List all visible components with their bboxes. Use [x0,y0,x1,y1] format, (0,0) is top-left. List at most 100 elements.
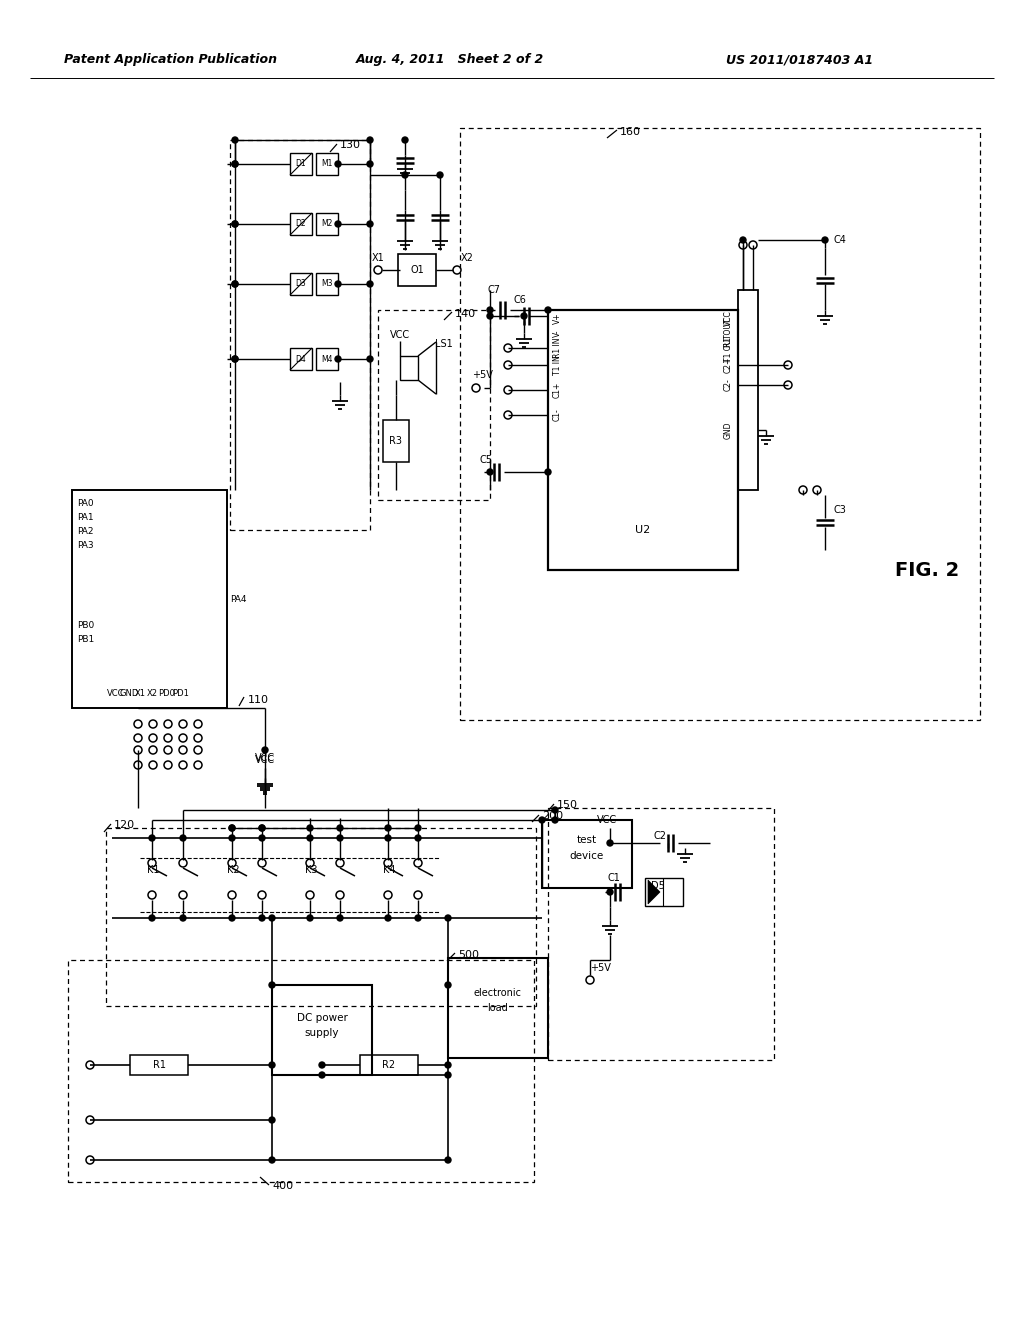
Circle shape [402,137,408,143]
Text: C2+: C2+ [724,356,733,374]
Circle shape [307,915,313,921]
Bar [383,420,409,462]
Text: 500: 500 [458,950,479,960]
Circle shape [229,836,234,841]
Circle shape [337,915,343,921]
Text: K2: K2 [227,865,240,875]
Bar [72,490,227,708]
Text: R3: R3 [389,436,402,446]
Text: C1: C1 [607,873,620,883]
Circle shape [487,469,493,475]
Bar [398,253,436,286]
Text: DC power: DC power [297,1012,347,1023]
Text: R2: R2 [382,1060,395,1071]
Text: load: load [487,1003,508,1012]
Circle shape [415,915,421,921]
Circle shape [335,356,341,362]
Text: X1: X1 [372,253,385,263]
Circle shape [180,915,186,921]
Bar [316,153,338,176]
Text: K1: K1 [147,865,160,875]
Text: +5V: +5V [590,964,611,973]
Circle shape [232,220,238,227]
Circle shape [445,982,451,987]
Circle shape [487,308,493,313]
Text: 110: 110 [248,696,269,705]
Text: Aug. 4, 2011   Sheet 2 of 2: Aug. 4, 2011 Sheet 2 of 2 [356,54,544,66]
Text: C5: C5 [479,455,493,465]
Circle shape [385,915,391,921]
Text: C3: C3 [834,506,847,515]
Text: GND: GND [724,421,733,438]
Bar [542,820,632,888]
Circle shape [150,915,155,921]
Circle shape [229,915,234,921]
Text: U2: U2 [635,525,650,535]
Circle shape [232,161,238,168]
Text: VCC: VCC [255,755,275,766]
Circle shape [539,817,545,822]
Circle shape [487,313,493,319]
Bar [230,140,370,531]
Text: FIG. 2: FIG. 2 [895,561,959,579]
Circle shape [367,137,373,143]
Bar [548,310,738,570]
Circle shape [259,836,265,841]
Circle shape [232,356,238,362]
Text: T1 IN: T1 IN [553,355,562,375]
Text: K4: K4 [383,865,395,875]
Bar [378,310,490,500]
Polygon shape [648,880,660,904]
Circle shape [307,825,313,832]
Text: PD1: PD1 [172,689,188,697]
Text: GND: GND [120,689,139,697]
Text: PA2: PA2 [77,528,93,536]
Circle shape [335,161,341,168]
Text: R1 IN: R1 IN [553,338,562,358]
Text: PA3: PA3 [77,541,93,550]
Text: M4: M4 [322,355,333,363]
Bar [460,128,980,719]
Text: 160: 160 [620,127,641,137]
Bar [106,828,536,1006]
Circle shape [259,825,265,832]
Text: 130: 130 [340,140,361,150]
Circle shape [259,825,265,832]
Circle shape [385,825,391,832]
Circle shape [319,1063,325,1068]
Text: R1: R1 [153,1060,166,1071]
Text: C7: C7 [487,285,501,294]
Text: electronic: electronic [474,987,522,998]
Bar [449,958,548,1059]
Text: D4: D4 [296,355,306,363]
Text: 200: 200 [542,810,563,821]
Bar [130,1055,188,1074]
Circle shape [307,836,313,841]
Circle shape [445,915,451,921]
Text: VCC: VCC [724,310,733,326]
Text: VCC: VCC [106,689,125,697]
Text: 120: 120 [114,820,135,830]
Circle shape [232,137,238,143]
Text: PA1: PA1 [77,513,93,523]
Circle shape [367,220,373,227]
Circle shape [822,238,828,243]
Circle shape [337,825,343,832]
Bar [272,985,372,1074]
Text: PB0: PB0 [77,620,94,630]
Text: X2: X2 [461,253,474,263]
Text: V-: V- [553,329,562,337]
Circle shape [262,747,268,752]
Text: K3: K3 [305,865,317,875]
Circle shape [545,469,551,475]
Circle shape [232,220,238,227]
Circle shape [367,356,373,362]
Circle shape [269,1063,275,1068]
Text: test: test [577,836,597,845]
Bar [645,878,683,906]
Circle shape [740,238,746,243]
Circle shape [552,807,558,813]
Circle shape [607,888,613,895]
Text: C4: C4 [834,235,847,246]
Text: VCC: VCC [597,814,617,825]
